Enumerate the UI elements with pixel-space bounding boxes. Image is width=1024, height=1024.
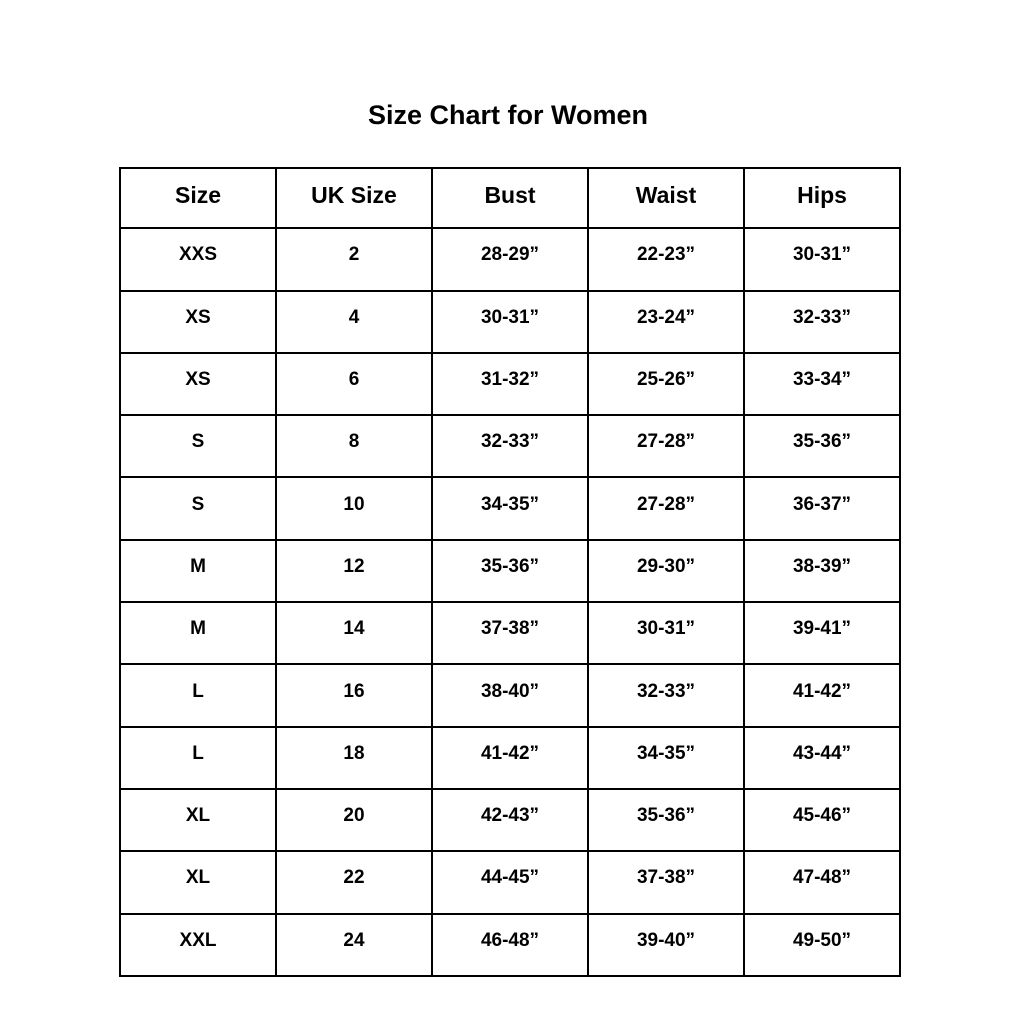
cell-waist: 29-30” — [587, 538, 745, 604]
cell-hips: 36-37” — [743, 476, 901, 541]
cell-size: S — [119, 414, 277, 479]
cell-bust: 30-31” — [431, 289, 589, 354]
cell-waist: 37-38” — [587, 850, 745, 915]
cell-hips: 39-41” — [743, 601, 901, 666]
cell-waist: 27-28” — [587, 476, 745, 541]
size-chart-table: Size UK Size Bust Waist Hips XXS 2 28-29” 22-23… — [119, 166, 901, 977]
cell-hips: 38-39” — [743, 538, 901, 604]
cell-waist: 32-33” — [587, 663, 745, 728]
cell-uk-size: 6 — [275, 351, 433, 417]
cell-size: M — [119, 538, 277, 604]
cell-bust: 32-33” — [431, 414, 589, 479]
cell-bust: 42-43” — [431, 787, 589, 853]
cell-bust: 35-36” — [431, 538, 589, 604]
table-row: M 14 37-38” 30-31” 39-41” — [119, 601, 901, 666]
cell-hips: 43-44” — [743, 725, 901, 790]
table-row: S 10 34-35” 27-28” 36-37” — [119, 476, 901, 541]
cell-waist: 23-24” — [587, 289, 745, 354]
cell-size: M — [119, 601, 277, 666]
cell-uk-size: 8 — [275, 414, 433, 479]
cell-uk-size: 24 — [275, 912, 433, 977]
cell-uk-size: 4 — [275, 289, 433, 354]
cell-size: S — [119, 476, 277, 541]
cell-size: XS — [119, 289, 277, 354]
cell-bust: 38-40” — [431, 663, 589, 728]
column-header-size: Size — [119, 166, 277, 230]
cell-waist: 22-23” — [587, 227, 745, 292]
table-row: XS 4 30-31” 23-24” 32-33” — [119, 289, 901, 354]
cell-waist: 35-36” — [587, 787, 745, 853]
cell-bust: 41-42” — [431, 725, 589, 790]
cell-uk-size: 18 — [275, 725, 433, 790]
cell-uk-size: 10 — [275, 476, 433, 541]
cell-size: XXL — [119, 912, 277, 977]
cell-waist: 30-31” — [587, 601, 745, 666]
cell-waist: 27-28” — [587, 414, 745, 479]
cell-size: L — [119, 663, 277, 728]
cell-bust: 46-48” — [431, 912, 589, 977]
cell-size: XS — [119, 351, 277, 417]
cell-hips: 45-46” — [743, 787, 901, 853]
cell-uk-size: 12 — [275, 538, 433, 604]
cell-hips: 47-48” — [743, 850, 901, 915]
cell-hips: 41-42” — [743, 663, 901, 728]
cell-bust: 44-45” — [431, 850, 589, 915]
cell-waist: 34-35” — [587, 725, 745, 790]
cell-hips: 49-50” — [743, 912, 901, 977]
cell-size: XXS — [119, 227, 277, 292]
cell-bust: 34-35” — [431, 476, 589, 541]
column-header-bust: Bust — [431, 166, 589, 230]
cell-uk-size: 14 — [275, 601, 433, 666]
cell-uk-size: 2 — [275, 227, 433, 292]
column-header-waist: Waist — [587, 166, 745, 230]
column-header-uk-size: UK Size — [275, 166, 433, 230]
header-row: Size UK Size Bust Waist Hips — [119, 166, 901, 230]
cell-bust: 28-29” — [431, 227, 589, 292]
cell-uk-size: 16 — [275, 663, 433, 728]
page-title: Size Chart for Women — [367, 100, 649, 130]
table-row: XXS 2 28-29” 22-23” 30-31” — [119, 227, 901, 292]
table-row: S 8 32-33” 27-28” 35-36” — [119, 414, 901, 479]
cell-hips: 32-33” — [743, 289, 901, 354]
table-row: L 18 41-42” 34-35” 43-44” — [119, 725, 901, 790]
table-row: XL 20 42-43” 35-36” 45-46” — [119, 787, 901, 853]
cell-size: L — [119, 725, 277, 790]
table-row: L 16 38-40” 32-33” 41-42” — [119, 663, 901, 728]
cell-uk-size: 22 — [275, 850, 433, 915]
cell-hips: 35-36” — [743, 414, 901, 479]
cell-hips: 30-31” — [743, 227, 901, 292]
table-row: XXL 24 46-48” 39-40” 49-50” — [119, 912, 901, 977]
table-row: XL 22 44-45” 37-38” 47-48” — [119, 850, 901, 915]
cell-hips: 33-34” — [743, 351, 901, 417]
cell-uk-size: 20 — [275, 787, 433, 853]
cell-bust: 31-32” — [431, 351, 589, 417]
cell-size: XL — [119, 787, 277, 853]
cell-waist: 39-40” — [587, 912, 745, 977]
cell-bust: 37-38” — [431, 601, 589, 666]
table-row: M 12 35-36” 29-30” 38-39” — [119, 538, 901, 604]
column-header-hips: Hips — [743, 166, 901, 230]
cell-waist: 25-26” — [587, 351, 745, 417]
cell-size: XL — [119, 850, 277, 915]
table-row: XS 6 31-32” 25-26” 33-34” — [119, 351, 901, 417]
